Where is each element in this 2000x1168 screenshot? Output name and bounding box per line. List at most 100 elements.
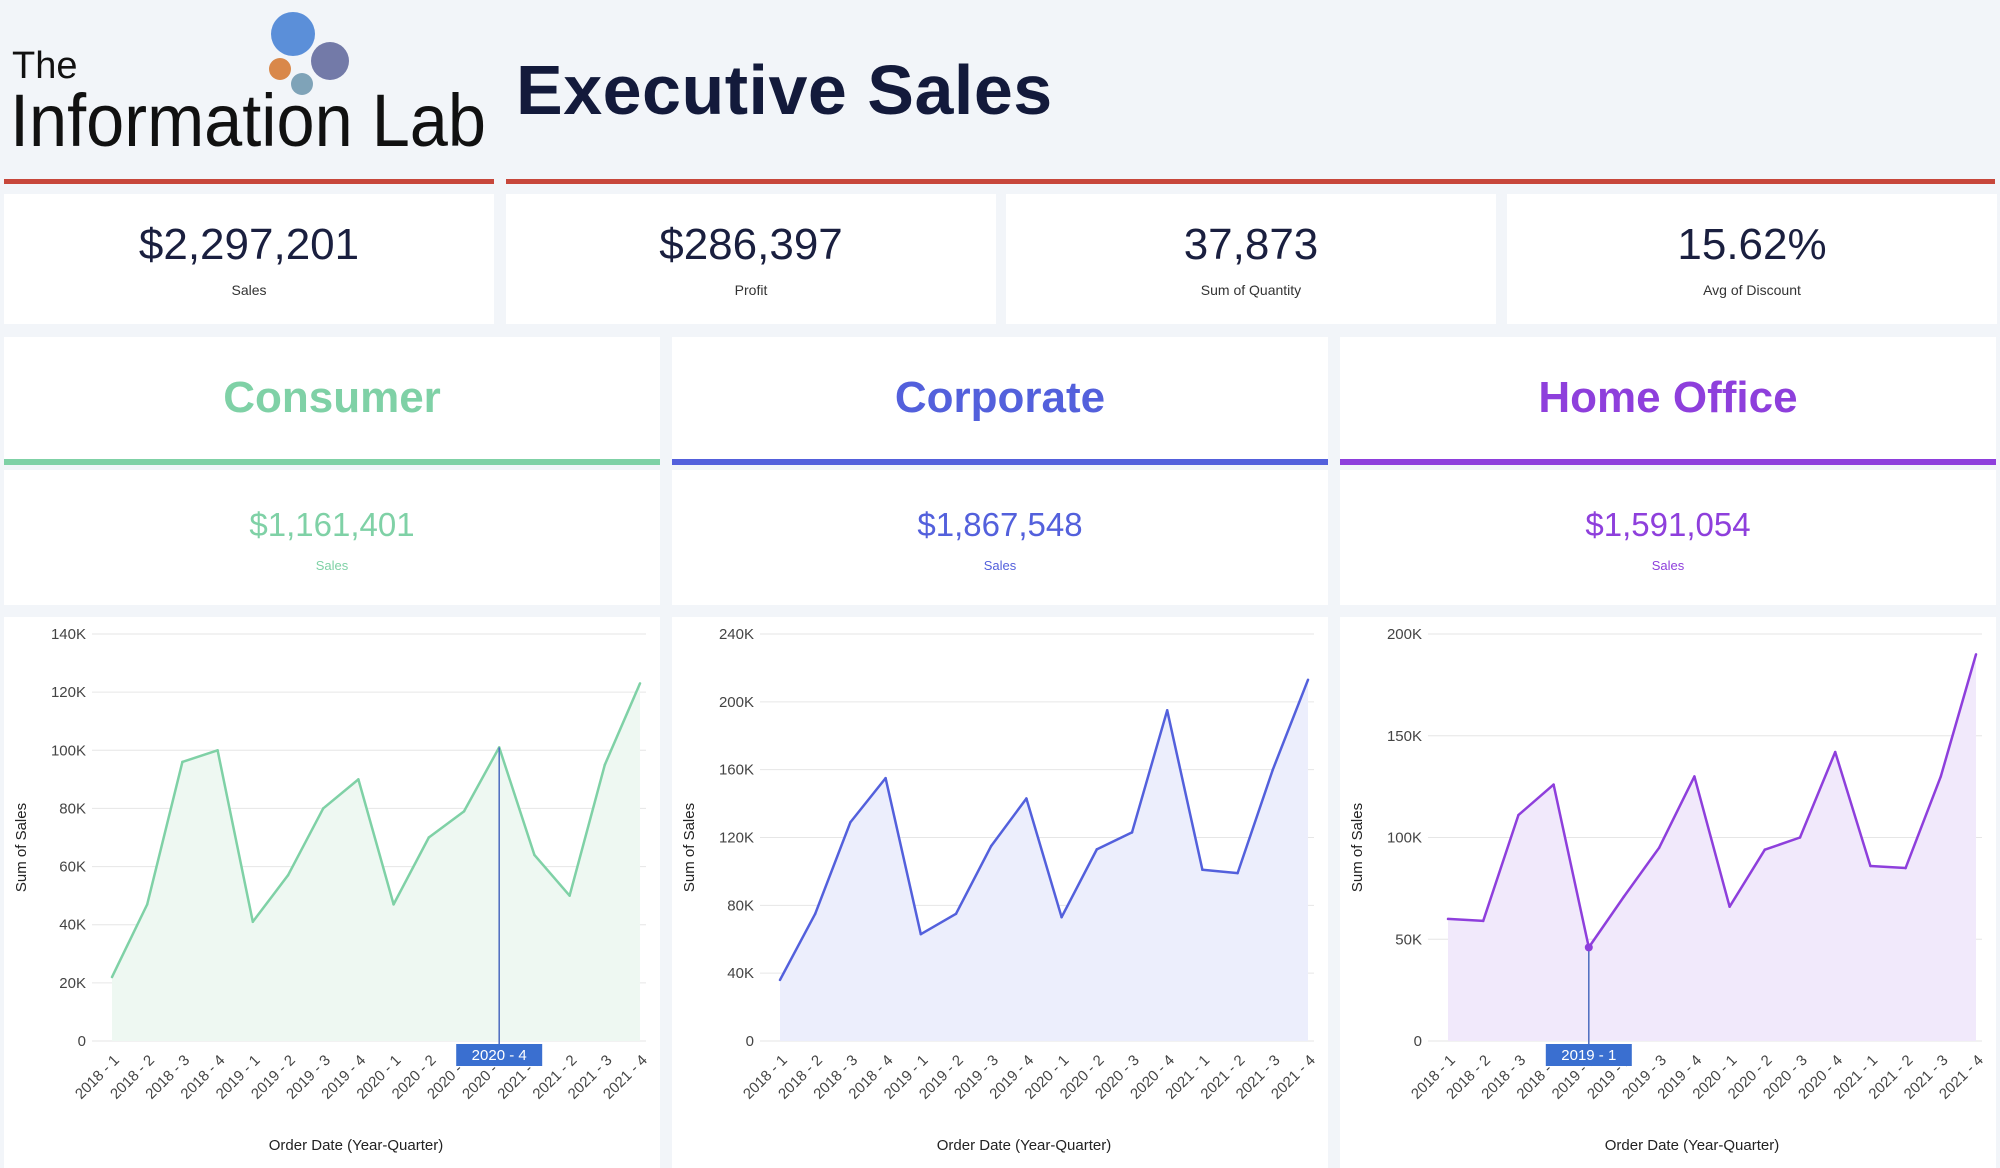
y-tick-label: 150K	[1387, 728, 1422, 745]
segment-sales-value: $1,867,548	[917, 506, 1083, 543]
y-tick-label: 40K	[727, 965, 754, 982]
y-tick-label: 60K	[59, 859, 86, 876]
y-tick-label: 120K	[51, 684, 86, 701]
y-tick-label: 200K	[719, 694, 754, 711]
segment-underline-home-office	[1340, 459, 1996, 465]
x-axis-title: Order Date (Year-Quarter)	[1605, 1137, 1780, 1154]
series-line-segment	[989, 797, 1028, 848]
segment-sales-card-home-office: $1,591,054 Sales	[1340, 470, 1996, 605]
y-tick-label: 140K	[51, 626, 86, 643]
area-fill	[112, 683, 640, 1041]
series-line-segment	[286, 807, 325, 877]
series-line-segment	[392, 836, 431, 906]
segment-underline-consumer	[4, 459, 660, 465]
series-line-segment	[321, 778, 360, 810]
kpi-label: Profit	[734, 282, 768, 298]
kpi-label: Sum of Quantity	[1200, 282, 1302, 298]
logo-circle-orange	[269, 58, 291, 80]
series-line-segment	[1798, 750, 1837, 839]
series-line-segment	[110, 903, 149, 979]
series-line-segment	[1587, 895, 1626, 949]
series-line-segment	[1939, 653, 1978, 778]
y-tick-label: 160K	[719, 762, 754, 779]
series-line-segment	[357, 778, 395, 906]
segment-sales-label: Sales	[1651, 558, 1685, 573]
x-axis-title: Order Date (Year-Quarter)	[937, 1137, 1112, 1154]
segment-title: Consumer	[223, 373, 441, 422]
y-axis-title: Sum of Sales	[681, 803, 698, 892]
logo-circle-teal	[291, 73, 313, 95]
series-line-segment	[181, 749, 219, 764]
series-line-segment	[1693, 775, 1731, 908]
series-line-segment	[1271, 678, 1310, 771]
logo-circle-slate	[311, 42, 349, 80]
series-line-segment	[1165, 709, 1204, 871]
y-tick-label: 100K	[1387, 830, 1422, 847]
kpi-card-profit: $286,397 Profit	[506, 194, 996, 324]
series-line-segment	[1236, 768, 1275, 875]
y-tick-label: 80K	[727, 897, 754, 914]
header-divider-right	[506, 179, 1995, 184]
segment-title: Home Office	[1538, 373, 1798, 422]
series-line-segment	[251, 874, 290, 924]
hover-point	[1584, 943, 1593, 952]
series-line-segment	[1060, 848, 1099, 919]
kpi-card-sales: $2,297,201 Sales	[4, 194, 494, 324]
series-line-segment	[813, 820, 852, 916]
segment-sales-value: $1,161,401	[249, 506, 415, 543]
series-line-segment	[1833, 750, 1872, 868]
kpi-value: $286,397	[659, 220, 843, 269]
y-tick-label: 20K	[59, 975, 86, 992]
logo-text-bottom: Information Lab	[10, 79, 486, 158]
series-line-segment	[1130, 709, 1169, 834]
hover-label-box	[1545, 1044, 1632, 1066]
kpi-label: Sales	[231, 282, 267, 298]
series-line-segment	[145, 760, 184, 906]
series-line-segment	[427, 810, 466, 839]
y-axis-title: Sum of Sales	[1349, 803, 1366, 892]
chart-card-consumer: 0 20K 40K 60K 80K 100K 120K 140K 2018 - 1 2018 - …	[4, 617, 660, 1168]
kpi-card-quantity: 37,873 Sum of Quantity	[1006, 194, 1496, 324]
kpi-value: 37,873	[1183, 220, 1319, 269]
series-line-segment	[849, 776, 887, 824]
series-line-segment	[1552, 783, 1591, 949]
series-line-segment	[533, 853, 571, 897]
y-tick-label: 240K	[719, 626, 754, 643]
segment-sales-label: Sales	[983, 558, 1017, 573]
kpi-card-discount: 15.62% Avg of Discount	[1507, 194, 1997, 324]
hover-label-text: 2020 - 4	[472, 1047, 527, 1064]
segment-sales-card-consumer: $1,161,401 Sales	[4, 470, 660, 605]
series-line-segment	[1763, 836, 1802, 851]
y-tick-label: 0	[746, 1033, 754, 1050]
series-line-segment	[603, 682, 642, 767]
segment-title: Corporate	[894, 373, 1106, 422]
segment-sales-label: Sales	[315, 558, 349, 573]
segment-card-corporate: Corporate	[672, 337, 1328, 462]
hover-label-box	[456, 1044, 543, 1066]
series-line-segment	[216, 749, 255, 924]
y-tick-label: 120K	[719, 830, 754, 847]
y-tick-label: 0	[78, 1033, 86, 1050]
y-tick-label: 50K	[1395, 931, 1422, 948]
kpi-value: $2,297,201	[138, 220, 360, 269]
series-line-segment	[1201, 868, 1239, 875]
segment-sales-card-corporate: $1,867,548 Sales	[672, 470, 1328, 605]
series-line-segment	[568, 763, 607, 897]
series-line-segment	[497, 746, 536, 857]
y-tick-label: 80K	[59, 800, 86, 817]
segment-sales-value: $1,591,054	[1585, 506, 1751, 543]
logo-circle-blue	[271, 12, 315, 56]
series-line-segment	[1095, 831, 1134, 851]
series-line-segment	[1904, 775, 1943, 870]
series-line-segment	[1869, 864, 1907, 870]
header: The Information Lab Executive Sales	[0, 0, 2000, 180]
series-line-segment	[1622, 846, 1661, 898]
y-tick-label: 200K	[1387, 626, 1422, 643]
chart-card-home-office: 0 50K 100K 150K 200K 2018 - 1 2018 - 2 2018 - 3…	[1340, 617, 1996, 1168]
header-divider-left	[4, 179, 494, 184]
series-line-segment	[1446, 917, 1485, 923]
